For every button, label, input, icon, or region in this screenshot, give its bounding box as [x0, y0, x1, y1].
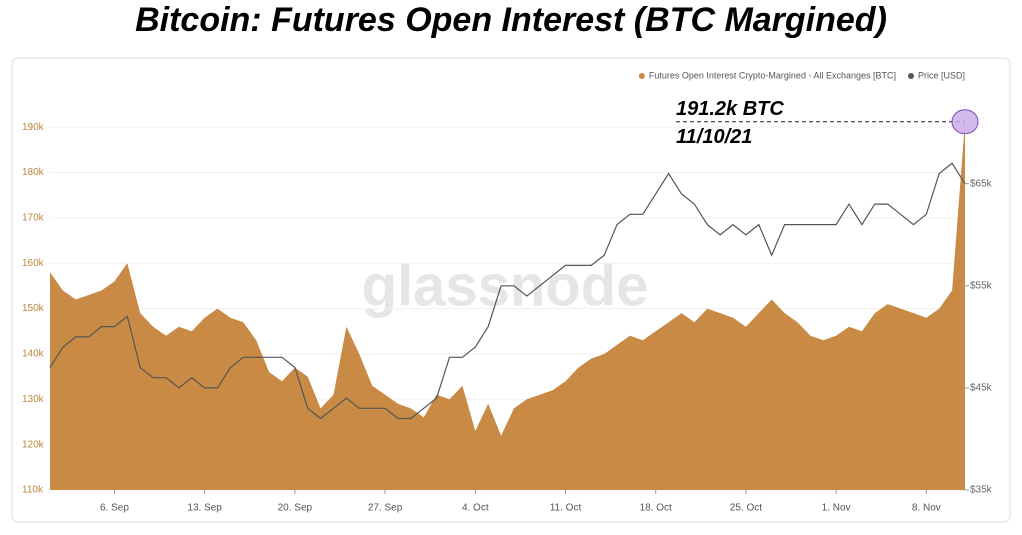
legend-label: Futures Open Interest Crypto-Margined - … — [649, 70, 896, 80]
x-tick-label: 27. Sep — [368, 503, 403, 514]
x-tick-label: 20. Sep — [278, 503, 313, 514]
chart-title: Bitcoin: Futures Open Interest (BTC Marg… — [135, 1, 887, 39]
x-tick-label: 8. Nov — [912, 503, 941, 514]
x-tick-label: 13. Sep — [187, 503, 222, 514]
y2-tick-label: $45k — [970, 383, 993, 394]
price-line — [49, 162, 966, 420]
y-tick-label: 120k — [22, 439, 45, 450]
y-tick-label: 110k — [22, 485, 44, 496]
annotation: 11/10/21 — [676, 126, 752, 148]
y-tick-label: 190k — [22, 122, 45, 133]
legend-marker — [638, 73, 645, 79]
y-tick-label: 160k — [22, 258, 45, 269]
y2-tick-label: $65k — [970, 178, 993, 189]
legend-label: Price [USD] — [918, 70, 965, 80]
y-tick-label: 170k — [22, 213, 45, 224]
y-tick-label: 140k — [22, 349, 45, 360]
x-tick-label: 18. Oct — [640, 503, 672, 514]
x-tick-label: 4. Oct — [462, 503, 489, 514]
x-tick-label: 6. Sep — [100, 503, 129, 514]
y-tick-label: 130k — [22, 394, 45, 405]
annotation: 191.2k BTC — [676, 98, 784, 120]
y2-tick-label: $35k — [970, 485, 993, 496]
x-tick-label: 1. Nov — [822, 503, 851, 514]
x-tick-label: 11. Oct — [550, 503, 582, 514]
peak-marker — [951, 109, 979, 135]
y-tick-label: 180k — [22, 167, 45, 178]
y2-tick-label: $55k — [970, 280, 993, 291]
x-tick-label: 25. Oct — [730, 503, 762, 514]
oi-area — [50, 121, 965, 491]
y-tick-label: 150k — [22, 303, 45, 314]
legend-marker — [907, 73, 914, 79]
